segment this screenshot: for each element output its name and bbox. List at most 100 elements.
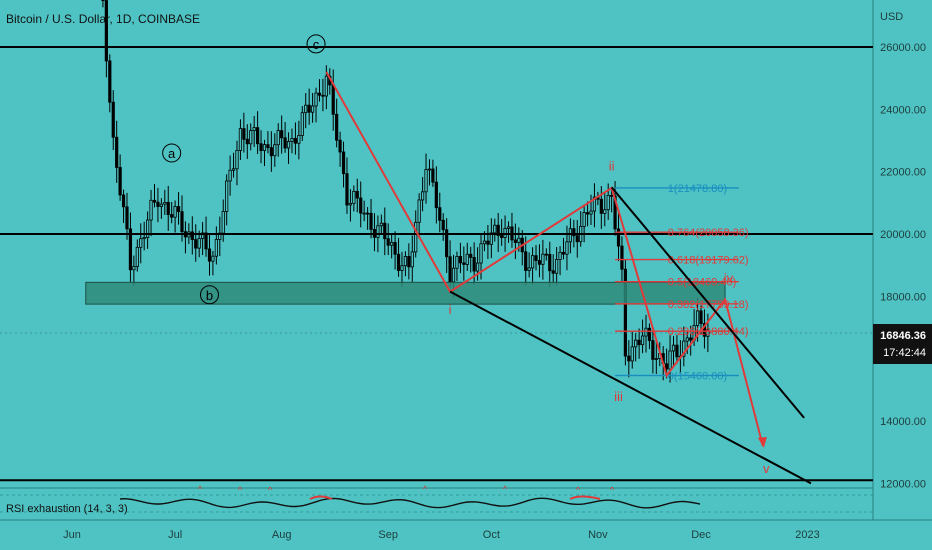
- candle-body: [689, 337, 693, 341]
- candle-body: [489, 232, 493, 245]
- price-tick-label: 26000.00: [880, 42, 926, 54]
- candle-body: [431, 168, 435, 183]
- candle-body: [173, 206, 177, 218]
- candle-body: [266, 144, 270, 149]
- candle-body: [517, 237, 521, 243]
- candle-body: [503, 227, 507, 238]
- candle-body: [582, 212, 586, 227]
- wave-label-circle: [162, 143, 182, 163]
- candle-body: [634, 339, 638, 348]
- countdown-timer: 17:42:44: [883, 347, 926, 359]
- candle-body: [630, 346, 634, 362]
- candle-body: [197, 238, 201, 249]
- candle-body: [558, 251, 562, 260]
- fib-level-label: 0(15460.00): [668, 370, 727, 382]
- support-zone: [85, 281, 726, 305]
- candle-body: [311, 105, 315, 113]
- candle-body: [324, 75, 328, 97]
- candle-body: [128, 228, 133, 271]
- candle-body: [699, 310, 703, 324]
- candle-body: [534, 255, 538, 261]
- candle-body: [496, 224, 500, 236]
- candle-body: [283, 137, 287, 149]
- candle-body: [359, 197, 363, 214]
- candle-body: [115, 136, 119, 168]
- wave-label-text: b: [206, 288, 213, 303]
- candle-body: [286, 141, 291, 149]
- candle-body: [403, 256, 408, 267]
- wave-label-text: iv: [724, 271, 734, 286]
- candle-body: [321, 94, 325, 97]
- candle-body: [201, 232, 205, 239]
- candle-body: [475, 262, 480, 272]
- support-zone-box: [85, 281, 726, 305]
- candle-body: [297, 135, 301, 144]
- candle-body: [352, 190, 356, 204]
- time-tick-label: Nov: [588, 529, 608, 541]
- candle-body: [616, 228, 621, 247]
- candle-body: [386, 238, 390, 246]
- candle-body: [338, 139, 342, 153]
- candle-body: [108, 60, 112, 103]
- rsi-signal-mark: ^: [610, 485, 615, 495]
- candle-body: [524, 251, 528, 271]
- candle-body: [448, 256, 452, 283]
- indicator-pane[interactable]: ^ ^ ^ ^ ^ ^ ^ RSI exhaustion (14, 3, 3): [0, 484, 873, 515]
- rsi-signal-mark: ^: [238, 485, 243, 495]
- candle-body: [640, 335, 645, 346]
- candle-body: [307, 104, 311, 113]
- candle-body: [152, 199, 157, 203]
- candle-body: [214, 239, 218, 257]
- candle-body: [228, 169, 232, 182]
- candle-body: [685, 337, 689, 342]
- rsi-signal-mark: ^: [503, 484, 508, 494]
- candle-body: [493, 224, 497, 234]
- candle-body: [390, 241, 394, 246]
- candle-body: [290, 138, 294, 142]
- candle-body: [420, 191, 425, 201]
- candle-body: [441, 219, 445, 231]
- candle-body: [235, 150, 239, 170]
- wave-label-text: iii: [614, 389, 623, 404]
- price-axis-panel[interactable]: [873, 0, 932, 520]
- candle-body: [599, 198, 603, 214]
- time-tick-labels[interactable]: Jun Jul Aug Sep Oct Nov Dec 2023: [63, 529, 820, 541]
- current-price-box: [873, 324, 932, 364]
- trendlines: [449, 186, 812, 485]
- candle-body: [606, 194, 610, 211]
- candle-body: [393, 241, 397, 255]
- indicator-label[interactable]: RSI exhaustion (14, 3, 3): [6, 503, 128, 515]
- fib-level-label: 0.5(18469.40): [668, 277, 737, 289]
- price-tick-label: 20000.00: [880, 229, 926, 241]
- candle-body: [146, 219, 150, 238]
- candle-body: [592, 196, 597, 212]
- candle-body: [262, 144, 267, 151]
- candle-body: [610, 194, 614, 197]
- candle-body: [671, 344, 676, 352]
- candle-body: [204, 232, 208, 250]
- wave-label-text: v: [763, 461, 770, 476]
- candle-body: [245, 138, 249, 145]
- wave-label-circle: [306, 34, 326, 54]
- candle-body: [139, 238, 143, 248]
- candle-body: [555, 259, 559, 274]
- chart-title: Bitcoin / U.S. Dollar, 1D, COINBASE: [6, 12, 200, 26]
- candle-body: [341, 151, 346, 175]
- candle-body: [620, 245, 624, 270]
- candle-body: [269, 147, 273, 157]
- candle-body: [627, 355, 631, 362]
- candle-body: [345, 173, 349, 206]
- candle-body: [434, 181, 438, 209]
- candle-body: [500, 235, 504, 238]
- candle-body: [530, 255, 535, 269]
- rsi-signal-mark: ^: [423, 484, 428, 494]
- candle-body: [572, 228, 576, 237]
- candle-body: [242, 128, 246, 140]
- candle-body: [304, 104, 308, 114]
- candle-body: [568, 228, 572, 243]
- candle-body: [414, 221, 418, 253]
- fib-level-label: 0.236(16880.44): [668, 326, 749, 338]
- candle-body: [654, 358, 658, 360]
